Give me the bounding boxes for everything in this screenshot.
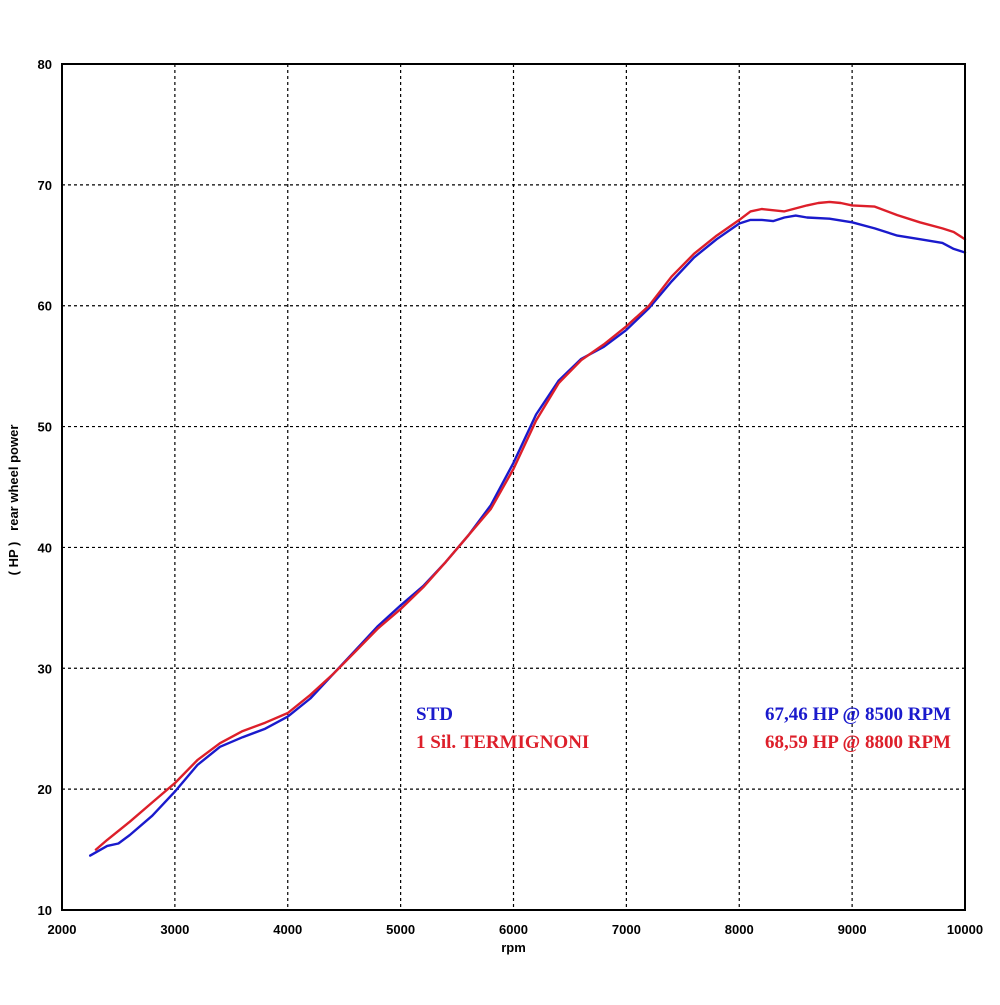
- plot-frame: [61, 63, 966, 911]
- x-tick-label: 5000: [386, 922, 415, 937]
- y-tick-label: 80: [38, 57, 52, 72]
- x-tick-label: 4000: [273, 922, 302, 937]
- x-tick-label: 9000: [838, 922, 867, 937]
- y-tick-label: 40: [38, 540, 52, 555]
- legend-series-std-name: STD: [416, 704, 453, 725]
- x-tick-label: 3000: [160, 922, 189, 937]
- legend-series-termignoni-name: 1 Sil. TERMIGNONI: [416, 732, 589, 753]
- y-tick-label: 10: [38, 903, 52, 918]
- y-tick-label: 60: [38, 299, 52, 314]
- series-layer: [88, 200, 967, 857]
- y-tick-label: 70: [38, 178, 52, 193]
- y-tick-label: 50: [38, 420, 52, 435]
- x-tick-label: 6000: [499, 922, 528, 937]
- grid-layer: [62, 64, 965, 910]
- y-axis-title: ( HP ) rear wheel power: [6, 425, 21, 576]
- series-line-termignoni: [94, 200, 967, 851]
- y-tick-label: 20: [38, 782, 52, 797]
- legend-series-termignoni-peak: 68,59 HP @ 8800 RPM: [765, 732, 951, 753]
- tick-label-layer: 2000 3000 4000 5000 6000 7000 8000 9000 10000 10 2…: [38, 57, 984, 937]
- x-tick-label: 10000: [947, 922, 983, 937]
- legend-series-std-peak: 67,46 HP @ 8500 RPM: [765, 704, 951, 725]
- legend: STD 67,46 HP @ 8500 RPM 1 Sil. TERMIGNON…: [416, 704, 951, 753]
- x-tick-label: 7000: [612, 922, 641, 937]
- y-tick-label: 30: [38, 661, 52, 676]
- x-tick-label: 8000: [725, 922, 754, 937]
- series-line-std: [88, 214, 967, 857]
- x-tick-label: 2000: [48, 922, 77, 937]
- x-axis-title: rpm: [501, 940, 526, 955]
